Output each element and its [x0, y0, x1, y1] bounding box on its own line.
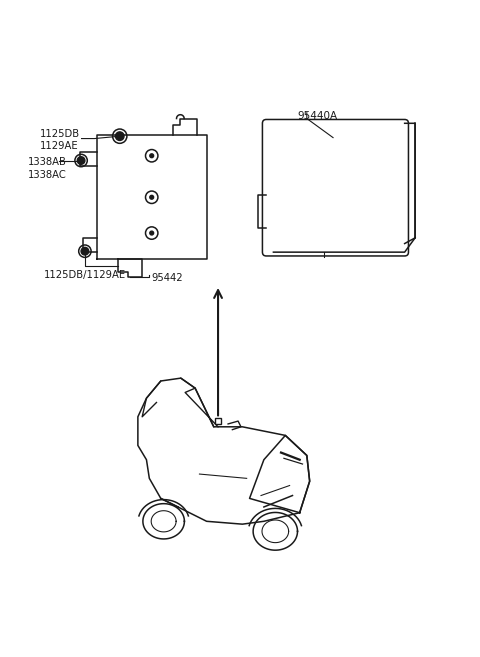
Bar	[215, 419, 221, 424]
Circle shape	[150, 231, 154, 235]
Text: 95442: 95442	[152, 273, 183, 283]
Circle shape	[150, 195, 154, 199]
Text: 95440A: 95440A	[297, 111, 337, 121]
Circle shape	[150, 154, 154, 158]
Circle shape	[77, 157, 85, 164]
Text: 1338AB
1338AC: 1338AB 1338AC	[28, 158, 67, 180]
Circle shape	[81, 248, 89, 255]
Text: 1125DB
1129AE: 1125DB 1129AE	[39, 129, 80, 151]
FancyBboxPatch shape	[263, 120, 408, 256]
Circle shape	[116, 132, 124, 141]
Text: 1125DB/1129AE: 1125DB/1129AE	[44, 270, 126, 280]
